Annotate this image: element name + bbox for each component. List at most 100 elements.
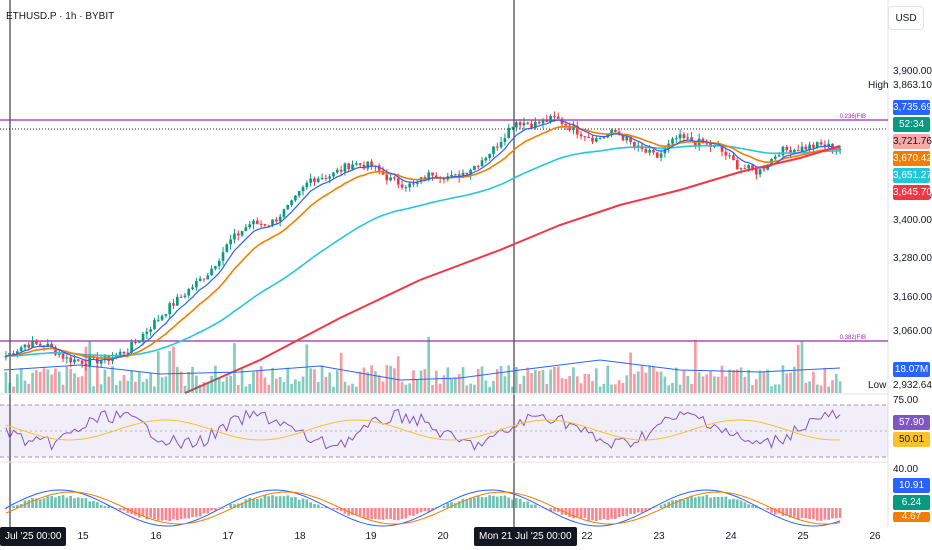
volume-bar — [172, 346, 175, 393]
candle-body — [644, 149, 648, 153]
candle-body — [351, 164, 354, 170]
fib-label: 0.236(FIB — [840, 114, 866, 120]
volume-bar — [625, 375, 629, 393]
candle-body — [537, 121, 541, 124]
macd-histogram-bar — [57, 495, 61, 508]
volume-bar — [65, 366, 69, 393]
volume-bar — [61, 384, 65, 393]
volume-bar — [587, 374, 591, 393]
volume-bar — [655, 371, 659, 393]
candle-body — [434, 175, 438, 178]
volume-bar — [339, 352, 343, 393]
candle-body — [694, 141, 697, 146]
volume-bar — [549, 369, 552, 393]
candle-body — [35, 341, 38, 344]
macd-histogram-bar — [263, 495, 267, 508]
macd-histogram-bar — [286, 495, 290, 508]
candle-body — [263, 223, 267, 226]
volume-bar — [781, 365, 785, 393]
macd-histogram-bar — [84, 498, 88, 508]
macd-histogram-bar — [800, 508, 804, 519]
candle-body — [629, 136, 632, 142]
volume-bar — [690, 384, 693, 393]
macd-top-tick: 40.00 — [893, 464, 919, 475]
candle-body — [355, 163, 358, 165]
candle-body — [217, 260, 221, 267]
volume-bar — [320, 365, 324, 393]
macd-histogram-bar — [690, 495, 693, 508]
candle-body — [671, 138, 674, 144]
candle-body — [598, 138, 602, 140]
candle-body — [796, 149, 800, 152]
price-tag-countdown: 52:34 — [893, 117, 930, 132]
macd-histogram-bar — [233, 504, 236, 508]
volume-bar — [278, 376, 282, 393]
candle-body — [76, 359, 80, 361]
candle-body — [130, 342, 133, 353]
volume-bar — [282, 382, 286, 393]
candle-body — [556, 116, 560, 119]
candle-body — [73, 359, 76, 363]
macd-histogram-bar — [743, 502, 747, 508]
volume-bar — [275, 378, 278, 393]
candle-body — [255, 220, 259, 224]
macd-histogram-bar — [495, 496, 499, 508]
candle-body — [229, 239, 232, 245]
volume-bar — [446, 367, 450, 393]
candle-body — [23, 344, 27, 348]
candle-body — [214, 266, 217, 269]
candle-body — [602, 137, 606, 139]
macd-histogram-bar — [221, 508, 225, 509]
candle-body — [720, 146, 724, 152]
volume-bar — [427, 336, 431, 393]
volume-bar — [770, 386, 773, 393]
macd-histogram-bar — [210, 508, 213, 511]
macd-histogram-bar — [465, 499, 469, 508]
macd-histogram-bar — [629, 508, 632, 514]
volume-bar — [701, 376, 705, 393]
volume-bar — [648, 365, 651, 393]
macd-histogram-bar — [636, 508, 640, 513]
volume-bar — [800, 340, 804, 393]
volume-bar — [286, 367, 290, 393]
macd-histogram-bar — [42, 498, 46, 508]
macd-histogram-bar — [229, 504, 232, 508]
volume-bar — [640, 365, 644, 393]
volume-bar — [450, 378, 453, 393]
macd-histogram-bar — [808, 508, 811, 519]
macd-histogram-bar — [99, 504, 103, 508]
candle-body — [8, 353, 12, 356]
macd-histogram-bar — [103, 506, 107, 508]
candle-body — [815, 142, 819, 148]
volume-bar — [423, 369, 427, 393]
symbol-label[interactable]: ETHUSD.P — [6, 11, 57, 22]
candle-body — [134, 342, 137, 344]
macd-histogram-bar — [774, 508, 777, 515]
interval-label[interactable]: 1h — [65, 11, 77, 22]
volume-bar — [206, 382, 210, 393]
volume-bar — [160, 377, 164, 393]
candle-body — [690, 137, 693, 142]
candle-body — [316, 178, 320, 182]
volume-bar — [385, 365, 389, 393]
candle-body — [724, 151, 728, 156]
volume-bar — [553, 367, 556, 393]
macd-histogram-bar — [172, 508, 175, 520]
candle-body — [236, 233, 240, 236]
candle-body — [57, 353, 61, 355]
macd-histogram-bar — [423, 508, 427, 512]
time-tick: 16 — [150, 531, 162, 542]
low-value: 2,932.64 — [893, 380, 932, 391]
volume-bar — [713, 376, 716, 393]
volume-bar — [796, 344, 800, 393]
candle-body — [294, 195, 297, 201]
macd-histogram-bar — [564, 508, 568, 516]
macd-histogram-bar — [95, 502, 99, 508]
macd-histogram-bar — [568, 508, 571, 517]
high-label: High — [868, 80, 889, 91]
macd-histogram-bar — [202, 508, 206, 514]
currency-button[interactable]: USD — [888, 6, 924, 30]
candle-body — [751, 165, 754, 170]
